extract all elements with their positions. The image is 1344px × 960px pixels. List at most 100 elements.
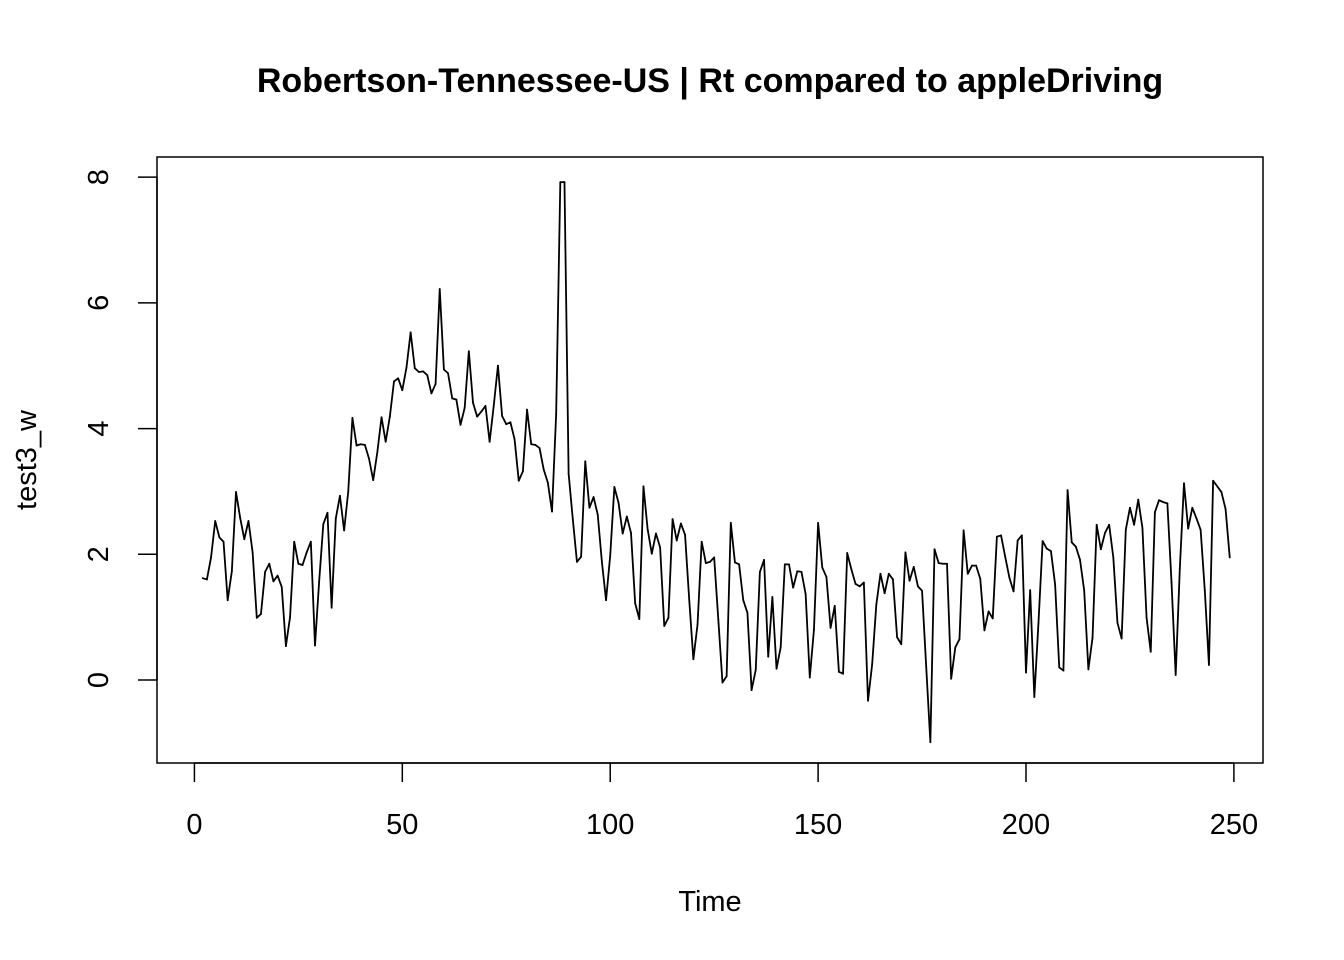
data-point [634, 602, 637, 605]
data-point [892, 578, 894, 581]
data-point [551, 510, 553, 513]
data-point [1004, 555, 1007, 558]
data-point [704, 562, 707, 564]
data-point [742, 599, 745, 602]
data-point [1095, 523, 1098, 526]
data-point [467, 350, 470, 353]
data-point [260, 613, 262, 615]
data-point [1104, 532, 1106, 534]
data-point [879, 572, 882, 575]
data-point [1170, 581, 1173, 584]
data-point [497, 364, 499, 367]
data-point [376, 450, 379, 453]
data-point [239, 516, 242, 519]
data-point [921, 589, 923, 592]
data-point [1183, 482, 1185, 485]
data-point [305, 551, 308, 554]
data-point [476, 415, 479, 418]
data-point [1149, 650, 1152, 653]
data-point [1124, 528, 1127, 531]
data-point [555, 413, 558, 416]
data-point [1228, 556, 1231, 559]
data-point [1016, 539, 1019, 542]
data-point [455, 398, 458, 401]
data-point [1037, 621, 1040, 624]
data-point [1166, 502, 1169, 505]
data-point [584, 460, 587, 463]
data-point [388, 415, 391, 418]
data-point [1087, 668, 1090, 671]
data-point [1062, 669, 1065, 672]
y-tick-label: 2 [83, 546, 115, 562]
data-point [883, 592, 886, 595]
data-point [713, 556, 716, 559]
data-point [214, 520, 217, 522]
data-point [368, 457, 370, 460]
x-tick-label: 100 [586, 809, 634, 841]
data-point [521, 470, 524, 473]
data-point [630, 532, 632, 534]
data-point [430, 392, 433, 395]
data-point [576, 560, 578, 563]
data-point [413, 367, 416, 370]
data-point [655, 532, 657, 535]
data-point [588, 506, 591, 509]
data-point [817, 521, 820, 524]
data-point [272, 580, 275, 583]
data-point [783, 563, 786, 566]
data-point [580, 555, 583, 558]
data-point [355, 444, 358, 447]
data-point [571, 518, 574, 520]
data-point [684, 533, 686, 536]
data-point [962, 529, 965, 532]
data-point [451, 397, 454, 400]
data-point [1129, 506, 1131, 509]
data-point [326, 511, 329, 514]
data-point [434, 383, 437, 385]
data-point [513, 438, 516, 441]
data-point [289, 616, 291, 619]
y-tick-label: 0 [83, 672, 115, 688]
data-point [642, 485, 645, 488]
data-point [1133, 523, 1136, 526]
data-point [230, 570, 233, 573]
data-point [646, 528, 649, 531]
data-point [596, 513, 599, 516]
data-point [1025, 671, 1027, 674]
data-point [621, 532, 624, 535]
data-point [1070, 541, 1073, 544]
data-point [825, 576, 828, 578]
data-point [725, 675, 728, 678]
data-point [517, 479, 520, 482]
data-point [717, 618, 720, 621]
data-point [933, 548, 936, 551]
data-point [592, 496, 595, 498]
data-point [546, 481, 549, 484]
data-point [1199, 528, 1202, 531]
data-point [384, 440, 387, 443]
data-point [1041, 540, 1044, 542]
data-point [971, 564, 973, 567]
x-axis: 0 50 100 150 200 250 [186, 762, 1258, 841]
data-point [871, 663, 874, 666]
data-point [359, 443, 362, 446]
chart-title: Robertson-Tennessee-US | Rt compared to … [257, 62, 1163, 100]
data-point [837, 670, 840, 673]
data-point [255, 616, 258, 619]
data-point [418, 371, 420, 373]
data-point [746, 611, 749, 614]
x-tick-label: 200 [1002, 809, 1050, 841]
data-point [488, 440, 491, 443]
data-point [650, 552, 653, 555]
data-point [958, 638, 961, 641]
data-point [1079, 559, 1081, 561]
data-point [754, 669, 757, 671]
data-point [201, 577, 204, 580]
data-point [205, 578, 208, 581]
data-point [667, 616, 670, 619]
data-point [334, 517, 337, 520]
data-point [800, 571, 803, 573]
data-point [210, 556, 212, 559]
data-point [1050, 550, 1052, 553]
data-point [929, 741, 932, 744]
